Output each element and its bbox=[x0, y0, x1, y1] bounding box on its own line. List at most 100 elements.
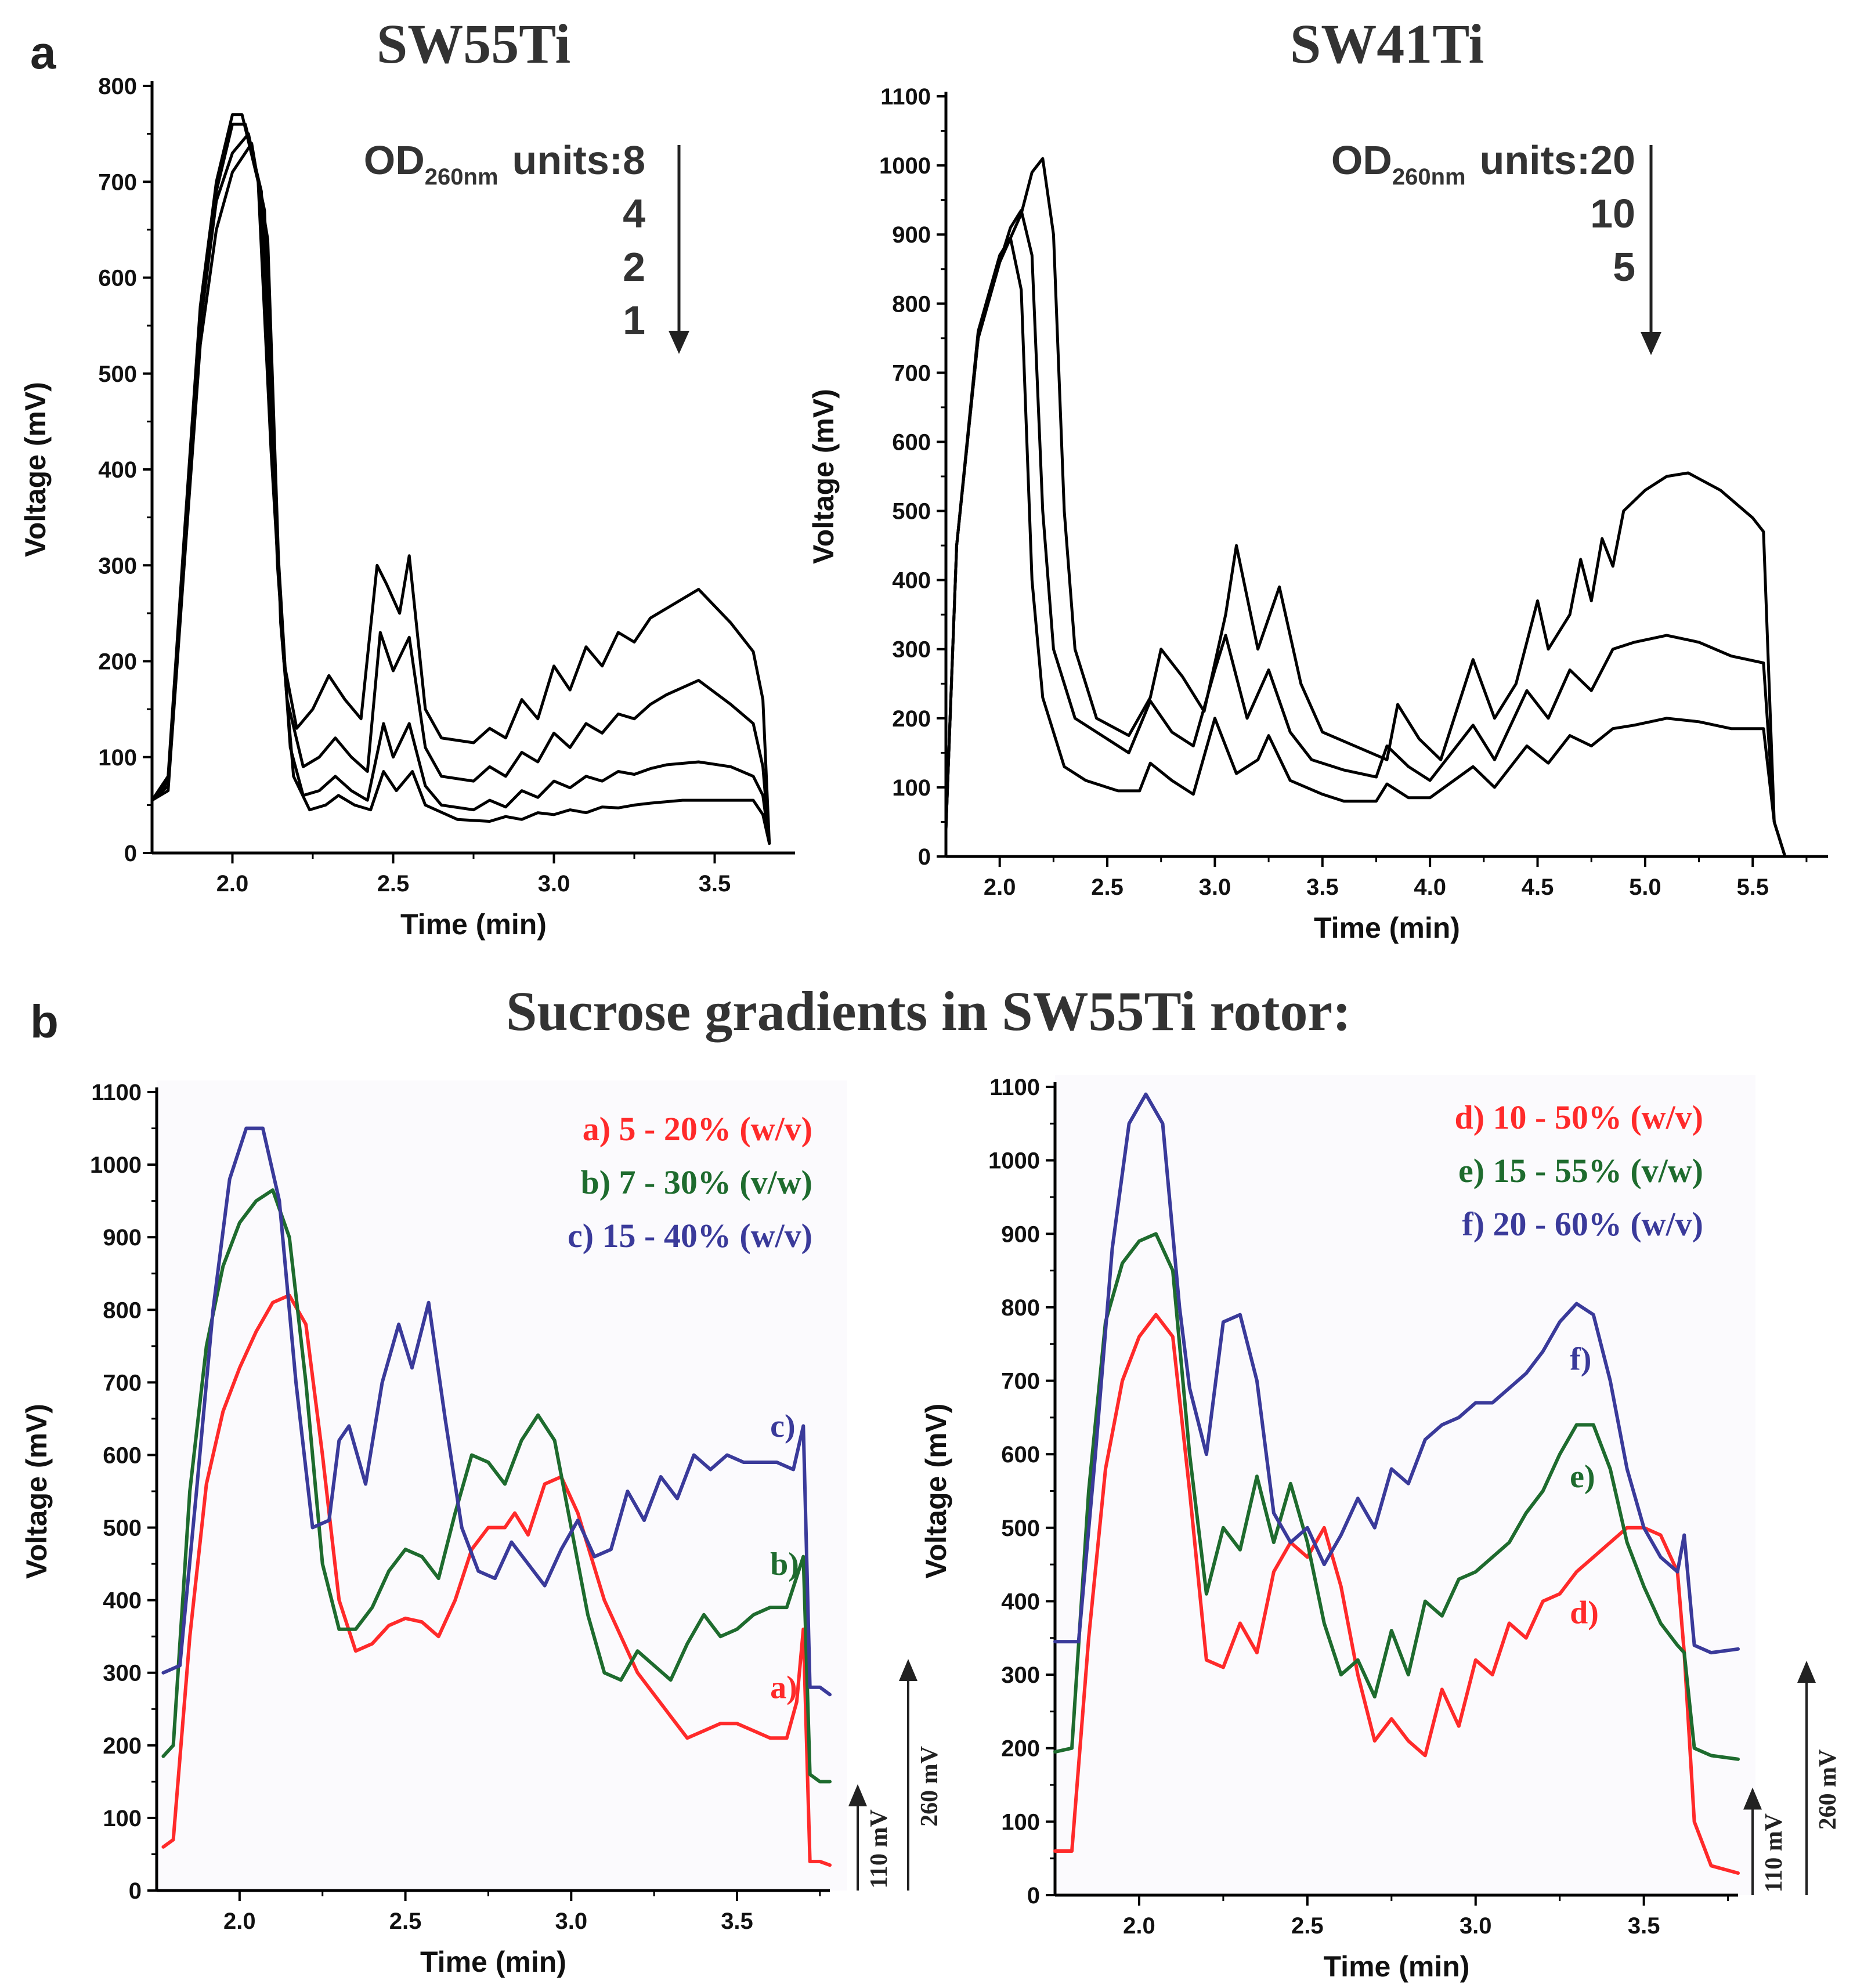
y-tick-label: 500 bbox=[892, 499, 931, 525]
od-value-label: 1 bbox=[623, 298, 645, 343]
y-tick-label: 400 bbox=[98, 457, 137, 483]
series-line bbox=[161, 1293, 832, 1867]
y-tick-label: 700 bbox=[1001, 1369, 1040, 1394]
series-line bbox=[1053, 1232, 1740, 1761]
y-tick-label: 1000 bbox=[90, 1152, 142, 1178]
x-tick-label: 2.0 bbox=[216, 871, 249, 897]
y-tick-label: 900 bbox=[1001, 1221, 1040, 1247]
y-tick-label: 1000 bbox=[879, 153, 931, 179]
y-axis-label: Voltage (mV) bbox=[807, 389, 840, 564]
y-tick-label: 300 bbox=[98, 553, 137, 579]
plot-background bbox=[1055, 1075, 1755, 1895]
od-value-label: 2 bbox=[623, 244, 645, 290]
y-tick-label: 800 bbox=[103, 1297, 142, 1323]
y-tick-label: 1000 bbox=[988, 1148, 1040, 1174]
y-tick-label: 100 bbox=[1001, 1809, 1040, 1835]
curve-tag-label: d) bbox=[1570, 1595, 1599, 1631]
panel-b-title: Sucrose gradients in SW55Ti rotor: bbox=[506, 980, 1351, 1042]
up-arrow-icon bbox=[899, 1658, 917, 1681]
y-tick-label: 700 bbox=[103, 1370, 142, 1396]
y-tick-label: 0 bbox=[124, 841, 137, 866]
x-tick-label: 2.5 bbox=[377, 871, 410, 897]
chart-sw41ti: 0 100 200 300 400 500 600 700 800 900 1000 1100 2.0 2… bbox=[807, 13, 1828, 944]
y-axis-label: Voltage (mV) bbox=[20, 1404, 53, 1579]
chart-title: SW55Ti bbox=[377, 13, 570, 75]
x-tick-label: 2.5 bbox=[1291, 1913, 1324, 1939]
x-tick-label: 5.5 bbox=[1736, 874, 1769, 900]
x-tick-label: 3.0 bbox=[1460, 1913, 1492, 1939]
y-tick-label: 400 bbox=[892, 568, 931, 594]
x-tick-label: 4.0 bbox=[1414, 874, 1446, 900]
y-tick-label: 600 bbox=[1001, 1442, 1040, 1467]
scale-bar-label: 110 mV bbox=[866, 1809, 893, 1889]
scale-bar-label: 260 mV bbox=[916, 1746, 943, 1827]
panel-a-letter: a bbox=[30, 27, 56, 78]
od-annotation: OD260nm units:8 bbox=[364, 138, 645, 190]
series-line bbox=[161, 1126, 832, 1697]
scale-bar-label: 110 mV bbox=[1761, 1813, 1787, 1893]
y-tick-label: 1100 bbox=[91, 1080, 142, 1105]
y-tick-label: 800 bbox=[892, 291, 931, 317]
y-tick-label: 700 bbox=[892, 360, 931, 386]
y-tick-label: 300 bbox=[103, 1661, 142, 1686]
y-tick-label: 300 bbox=[1001, 1662, 1040, 1688]
chart-sw55ti: 0 100 200 300 400 500 600 700 800 2.0 2.5 3.0 3.5 Tim… bbox=[19, 13, 795, 941]
legend-entry: a) 5 - 20% (w/v) bbox=[583, 1110, 812, 1148]
up-arrow-icon bbox=[848, 1784, 867, 1806]
legend-entry: f) 20 - 60% (w/v) bbox=[1462, 1205, 1703, 1243]
y-tick-label: 200 bbox=[103, 1733, 142, 1759]
legend-entry: d) 10 - 50% (w/v) bbox=[1454, 1098, 1703, 1136]
x-tick-label: 3.0 bbox=[538, 871, 570, 897]
curve-tag-label: a) bbox=[770, 1670, 797, 1706]
y-tick-label: 200 bbox=[98, 649, 137, 675]
od-value-label: 5 bbox=[1613, 244, 1635, 290]
x-axis-label: Time (min) bbox=[1324, 1950, 1470, 1983]
y-tick-label: 500 bbox=[98, 362, 137, 387]
y-tick-label: 500 bbox=[103, 1516, 142, 1541]
y-tick-label: 1100 bbox=[989, 1075, 1040, 1100]
chart-gradients-def: 0 100 200 300 400 500 600 700 800 900 1000 1100 2.0 2… bbox=[920, 1075, 1841, 1983]
series-line bbox=[944, 209, 1819, 858]
y-tick-label: 700 bbox=[98, 169, 137, 195]
y-tick-label: 100 bbox=[98, 745, 137, 771]
down-arrow-icon bbox=[669, 331, 689, 354]
legend-entry: b) 7 - 30% (v/w) bbox=[580, 1163, 812, 1201]
y-tick-label: 600 bbox=[103, 1443, 142, 1468]
series-line bbox=[944, 236, 1819, 858]
y-tick-label: 0 bbox=[129, 1878, 142, 1904]
od-value-label: 4 bbox=[623, 191, 645, 236]
od-annotation: OD260nm units:20 bbox=[1331, 138, 1635, 190]
y-tick-label: 100 bbox=[892, 775, 931, 801]
y-tick-label: 800 bbox=[1001, 1295, 1040, 1321]
panel-b-letter: b bbox=[30, 996, 59, 1047]
y-tick-label: 0 bbox=[1027, 1883, 1040, 1909]
y-axis-label: Voltage (mV) bbox=[19, 382, 52, 557]
x-tick-label: 4.5 bbox=[1522, 874, 1554, 900]
x-tick-label: 3.5 bbox=[699, 871, 731, 897]
curve-tag-label: e) bbox=[1570, 1459, 1595, 1495]
y-tick-label: 0 bbox=[918, 844, 931, 870]
up-arrow-icon bbox=[1743, 1787, 1762, 1810]
y-tick-label: 400 bbox=[103, 1588, 142, 1614]
x-tick-label: 2.5 bbox=[389, 1909, 422, 1934]
series-line bbox=[161, 1188, 832, 1784]
curve-tag-label: c) bbox=[770, 1408, 796, 1444]
y-tick-label: 800 bbox=[98, 74, 137, 99]
y-tick-label: 600 bbox=[98, 266, 137, 291]
y-tick-label: 900 bbox=[103, 1225, 142, 1250]
y-tick-label: 400 bbox=[1001, 1589, 1040, 1614]
y-tick-label: 1100 bbox=[880, 84, 931, 110]
curve-tag-label: b) bbox=[770, 1546, 799, 1582]
x-tick-label: 2.0 bbox=[1123, 1913, 1155, 1939]
y-tick-label: 500 bbox=[1001, 1516, 1040, 1541]
y-tick-label: 200 bbox=[892, 706, 931, 732]
x-tick-label: 3.5 bbox=[1306, 874, 1339, 900]
x-axis-label: Time (min) bbox=[1314, 912, 1460, 944]
y-tick-label: 100 bbox=[103, 1806, 142, 1831]
series-line bbox=[1053, 1092, 1740, 1655]
y-axis-label: Voltage (mV) bbox=[920, 1404, 952, 1579]
y-tick-label: 600 bbox=[892, 429, 931, 455]
x-tick-label: 5.0 bbox=[1629, 874, 1661, 900]
x-tick-label: 2.0 bbox=[984, 874, 1016, 900]
